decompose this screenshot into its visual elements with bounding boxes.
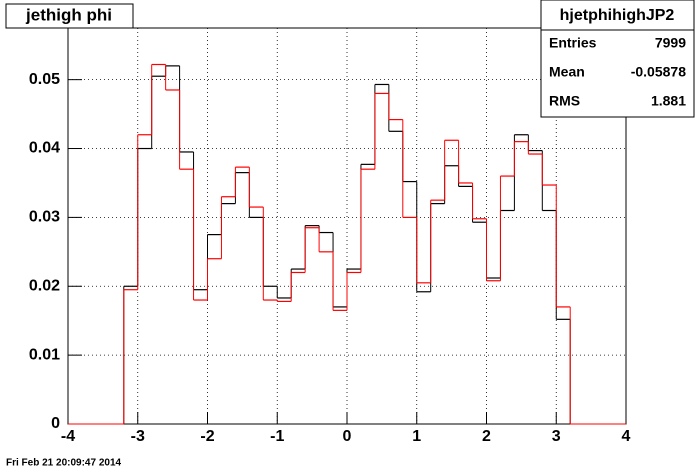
stats-label: RMS xyxy=(549,93,580,109)
y-tick-label: 0.04 xyxy=(29,140,60,157)
plot-area xyxy=(67,28,627,425)
stats-label: Entries xyxy=(549,35,597,51)
x-tick-label: 4 xyxy=(622,428,631,445)
x-tick-label: -1 xyxy=(270,428,284,445)
y-tick-label: 0 xyxy=(51,415,60,432)
y-tick-label: 0.02 xyxy=(29,277,60,294)
x-tick-label: 3 xyxy=(552,428,561,445)
timestamp: Fri Feb 21 20:09:47 2014 xyxy=(6,458,122,469)
chart-title: jethigh phi xyxy=(25,5,112,24)
y-tick-label: 0.03 xyxy=(29,209,60,226)
x-tick-label: -4 xyxy=(61,428,75,445)
stats-box: hjetphihighJP2 Entries 7999 Mean -0.05878 RM… xyxy=(540,0,695,118)
x-tick-label: 2 xyxy=(482,428,491,445)
x-tick-label: 1 xyxy=(412,428,421,445)
x-tick-label: -3 xyxy=(131,428,145,445)
stats-label: Mean xyxy=(549,64,585,80)
stats-value: 1.881 xyxy=(651,93,686,109)
stats-frame xyxy=(540,0,695,118)
title-box xyxy=(5,3,134,29)
x-tick-label: 0 xyxy=(343,428,352,445)
y-tick-label: 0.01 xyxy=(29,346,60,363)
stats-value: -0.05878 xyxy=(631,64,686,80)
plot-frame xyxy=(67,27,627,425)
stats-value: 7999 xyxy=(655,35,686,51)
stats-title: hjetphihighJP2 xyxy=(560,7,675,24)
x-tick-label: -2 xyxy=(200,428,214,445)
y-tick-label: 0.05 xyxy=(29,71,60,88)
